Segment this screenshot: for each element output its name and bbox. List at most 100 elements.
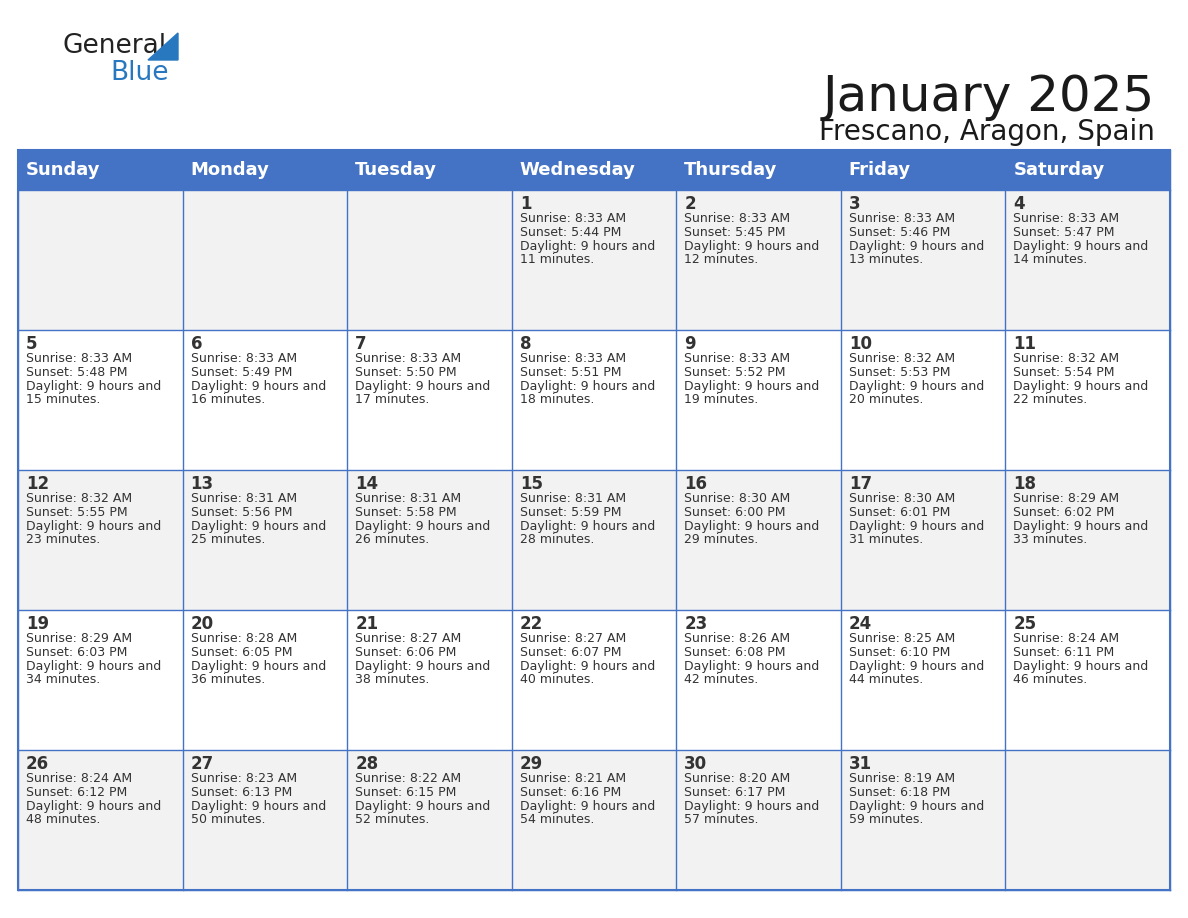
Text: Wednesday: Wednesday [519,161,636,179]
Text: Daylight: 9 hours and: Daylight: 9 hours and [519,380,655,393]
Text: 25: 25 [1013,615,1037,633]
Text: Daylight: 9 hours and: Daylight: 9 hours and [190,660,326,673]
Text: 13: 13 [190,475,214,493]
Text: 48 minutes.: 48 minutes. [26,813,100,826]
Text: Sunrise: 8:33 AM: Sunrise: 8:33 AM [355,352,461,365]
Text: Sunrise: 8:20 AM: Sunrise: 8:20 AM [684,772,790,785]
Bar [18,190,1170,330]
Text: Sunset: 6:07 PM: Sunset: 6:07 PM [519,646,621,659]
Text: 22: 22 [519,615,543,633]
Text: Sunset: 6:15 PM: Sunset: 6:15 PM [355,786,456,799]
Text: Daylight: 9 hours and: Daylight: 9 hours and [26,660,162,673]
Text: Sunset: 5:55 PM: Sunset: 5:55 PM [26,506,127,519]
Text: 54 minutes.: 54 minutes. [519,813,594,826]
Text: Sunset: 5:52 PM: Sunset: 5:52 PM [684,366,785,379]
Text: 23 minutes.: 23 minutes. [26,533,100,546]
Text: Saturday: Saturday [1013,161,1105,179]
Text: 25 minutes.: 25 minutes. [190,533,265,546]
Text: 31 minutes.: 31 minutes. [849,533,923,546]
Text: Sunset: 5:59 PM: Sunset: 5:59 PM [519,506,621,519]
Text: 8: 8 [519,335,531,353]
Text: Sunset: 6:12 PM: Sunset: 6:12 PM [26,786,127,799]
Text: Daylight: 9 hours and: Daylight: 9 hours and [684,800,820,813]
Text: Daylight: 9 hours and: Daylight: 9 hours and [684,380,820,393]
Bar [18,150,1170,190]
Text: 44 minutes.: 44 minutes. [849,673,923,686]
Bar [18,750,1170,890]
Text: 59 minutes.: 59 minutes. [849,813,923,826]
Text: Sunset: 5:45 PM: Sunset: 5:45 PM [684,226,785,239]
Text: General: General [62,33,166,59]
Text: Sunrise: 8:31 AM: Sunrise: 8:31 AM [519,492,626,505]
Text: 11 minutes.: 11 minutes. [519,253,594,266]
Text: 18 minutes.: 18 minutes. [519,393,594,406]
Text: 26 minutes.: 26 minutes. [355,533,429,546]
Text: Sunset: 6:05 PM: Sunset: 6:05 PM [190,646,292,659]
Text: Sunrise: 8:33 AM: Sunrise: 8:33 AM [190,352,297,365]
Text: Sunrise: 8:33 AM: Sunrise: 8:33 AM [519,352,626,365]
Text: Sunset: 5:54 PM: Sunset: 5:54 PM [1013,366,1114,379]
Text: Tuesday: Tuesday [355,161,437,179]
Text: 36 minutes.: 36 minutes. [190,673,265,686]
Text: Daylight: 9 hours and: Daylight: 9 hours and [519,520,655,533]
Text: 12 minutes.: 12 minutes. [684,253,758,266]
Text: Sunset: 5:51 PM: Sunset: 5:51 PM [519,366,621,379]
Text: Sunrise: 8:30 AM: Sunrise: 8:30 AM [684,492,790,505]
Text: Sunrise: 8:24 AM: Sunrise: 8:24 AM [26,772,132,785]
Text: Sunset: 5:48 PM: Sunset: 5:48 PM [26,366,127,379]
Text: Daylight: 9 hours and: Daylight: 9 hours and [519,800,655,813]
Text: Sunrise: 8:32 AM: Sunrise: 8:32 AM [26,492,132,505]
Text: Daylight: 9 hours and: Daylight: 9 hours and [849,240,984,253]
Text: Daylight: 9 hours and: Daylight: 9 hours and [519,660,655,673]
Text: Daylight: 9 hours and: Daylight: 9 hours and [849,800,984,813]
Text: 19 minutes.: 19 minutes. [684,393,758,406]
Text: Daylight: 9 hours and: Daylight: 9 hours and [355,380,491,393]
Text: Sunset: 5:50 PM: Sunset: 5:50 PM [355,366,456,379]
Text: 3: 3 [849,195,860,213]
Text: Sunset: 5:49 PM: Sunset: 5:49 PM [190,366,292,379]
Text: Daylight: 9 hours and: Daylight: 9 hours and [1013,240,1149,253]
Text: 15 minutes.: 15 minutes. [26,393,100,406]
Text: Sunrise: 8:24 AM: Sunrise: 8:24 AM [1013,632,1119,645]
Text: Sunset: 6:11 PM: Sunset: 6:11 PM [1013,646,1114,659]
Text: 24: 24 [849,615,872,633]
Text: Sunrise: 8:29 AM: Sunrise: 8:29 AM [1013,492,1119,505]
Text: Sunrise: 8:27 AM: Sunrise: 8:27 AM [519,632,626,645]
Text: 7: 7 [355,335,367,353]
Text: 10: 10 [849,335,872,353]
Text: Sunset: 6:06 PM: Sunset: 6:06 PM [355,646,456,659]
Text: 28: 28 [355,755,378,773]
Text: 29 minutes.: 29 minutes. [684,533,758,546]
Text: Sunset: 5:53 PM: Sunset: 5:53 PM [849,366,950,379]
Text: 17 minutes.: 17 minutes. [355,393,430,406]
Text: Daylight: 9 hours and: Daylight: 9 hours and [190,520,326,533]
Text: Blue: Blue [110,60,169,86]
Text: 14: 14 [355,475,378,493]
Text: 12: 12 [26,475,49,493]
Text: Sunrise: 8:21 AM: Sunrise: 8:21 AM [519,772,626,785]
Text: Sunrise: 8:28 AM: Sunrise: 8:28 AM [190,632,297,645]
Text: 15: 15 [519,475,543,493]
Text: Daylight: 9 hours and: Daylight: 9 hours and [849,380,984,393]
Text: Sunrise: 8:31 AM: Sunrise: 8:31 AM [190,492,297,505]
Text: Sunrise: 8:30 AM: Sunrise: 8:30 AM [849,492,955,505]
Text: Daylight: 9 hours and: Daylight: 9 hours and [684,520,820,533]
Text: Sunset: 5:58 PM: Sunset: 5:58 PM [355,506,456,519]
Text: Sunset: 6:00 PM: Sunset: 6:00 PM [684,506,785,519]
Text: Sunset: 5:46 PM: Sunset: 5:46 PM [849,226,950,239]
Text: 1: 1 [519,195,531,213]
Text: 20 minutes.: 20 minutes. [849,393,923,406]
Text: Sunrise: 8:25 AM: Sunrise: 8:25 AM [849,632,955,645]
Text: 19: 19 [26,615,49,633]
Polygon shape [148,33,178,60]
Text: Daylight: 9 hours and: Daylight: 9 hours and [684,660,820,673]
Text: Sunrise: 8:33 AM: Sunrise: 8:33 AM [684,212,790,225]
Text: 28 minutes.: 28 minutes. [519,533,594,546]
Text: 16 minutes.: 16 minutes. [190,393,265,406]
Text: 50 minutes.: 50 minutes. [190,813,265,826]
Text: Sunset: 6:18 PM: Sunset: 6:18 PM [849,786,950,799]
Text: Sunrise: 8:33 AM: Sunrise: 8:33 AM [26,352,132,365]
Text: 46 minutes.: 46 minutes. [1013,673,1088,686]
Text: Sunrise: 8:33 AM: Sunrise: 8:33 AM [519,212,626,225]
Text: Sunset: 5:47 PM: Sunset: 5:47 PM [1013,226,1114,239]
